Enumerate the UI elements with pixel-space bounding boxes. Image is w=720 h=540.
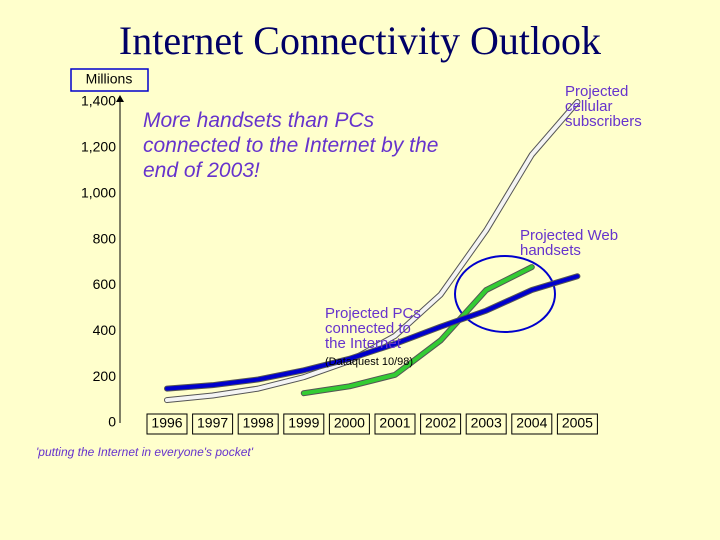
x-tick-box — [192, 413, 234, 435]
series-label: Projected Web handsets — [520, 227, 619, 259]
x-tick-box — [420, 413, 462, 435]
x-tick-box — [556, 413, 598, 435]
x-tick-box — [511, 413, 553, 435]
x-tick-box — [237, 413, 279, 435]
chart-title: Internet Connectivity Outlook — [119, 18, 601, 63]
x-tick-label: 2000 — [334, 415, 365, 431]
highlight-ellipse — [454, 255, 556, 333]
x-tick-box — [328, 413, 370, 435]
x-tick-label: 1997 — [197, 415, 228, 431]
y-label-box — [70, 68, 149, 92]
series-label: Projected PCs connected to the Internet — [325, 305, 421, 352]
source: (Dataquest 10/98) — [325, 356, 414, 368]
x-tick-label: 2003 — [471, 415, 502, 431]
y-axis-label: Millions — [86, 71, 133, 87]
y-axis-arrow — [116, 95, 124, 102]
x-tick-box — [465, 413, 507, 435]
x-tick-box — [374, 413, 416, 435]
y-tick-label: 1,200 — [81, 139, 116, 155]
x-tick-label: 2002 — [425, 415, 456, 431]
y-tick-label: 200 — [93, 368, 117, 384]
x-tick-label: 1998 — [243, 415, 274, 431]
y-tick-label: 400 — [93, 322, 117, 338]
x-tick-label: 2001 — [379, 415, 410, 431]
y-tick-label: 800 — [93, 230, 117, 246]
x-tick-label: 2004 — [516, 415, 547, 431]
series-label: Projected cellular subscribers — [565, 83, 642, 130]
x-tick-label: 1996 — [151, 415, 182, 431]
y-tick-label: 1,400 — [81, 93, 116, 109]
series-line — [165, 274, 580, 391]
x-tick-label: 2005 — [562, 415, 593, 431]
x-tick-label: 1999 — [288, 415, 319, 431]
x-tick-box — [146, 413, 188, 435]
annotation: More handsets than PCs connected to the … — [143, 109, 439, 182]
y-tick-label: 600 — [93, 276, 117, 292]
y-tick-label: 0 — [108, 414, 116, 430]
footer: 'putting the Internet in everyone's pock… — [36, 445, 254, 459]
y-tick-label: 1,000 — [81, 184, 116, 200]
series-line — [301, 265, 534, 396]
x-tick-box — [283, 413, 325, 435]
